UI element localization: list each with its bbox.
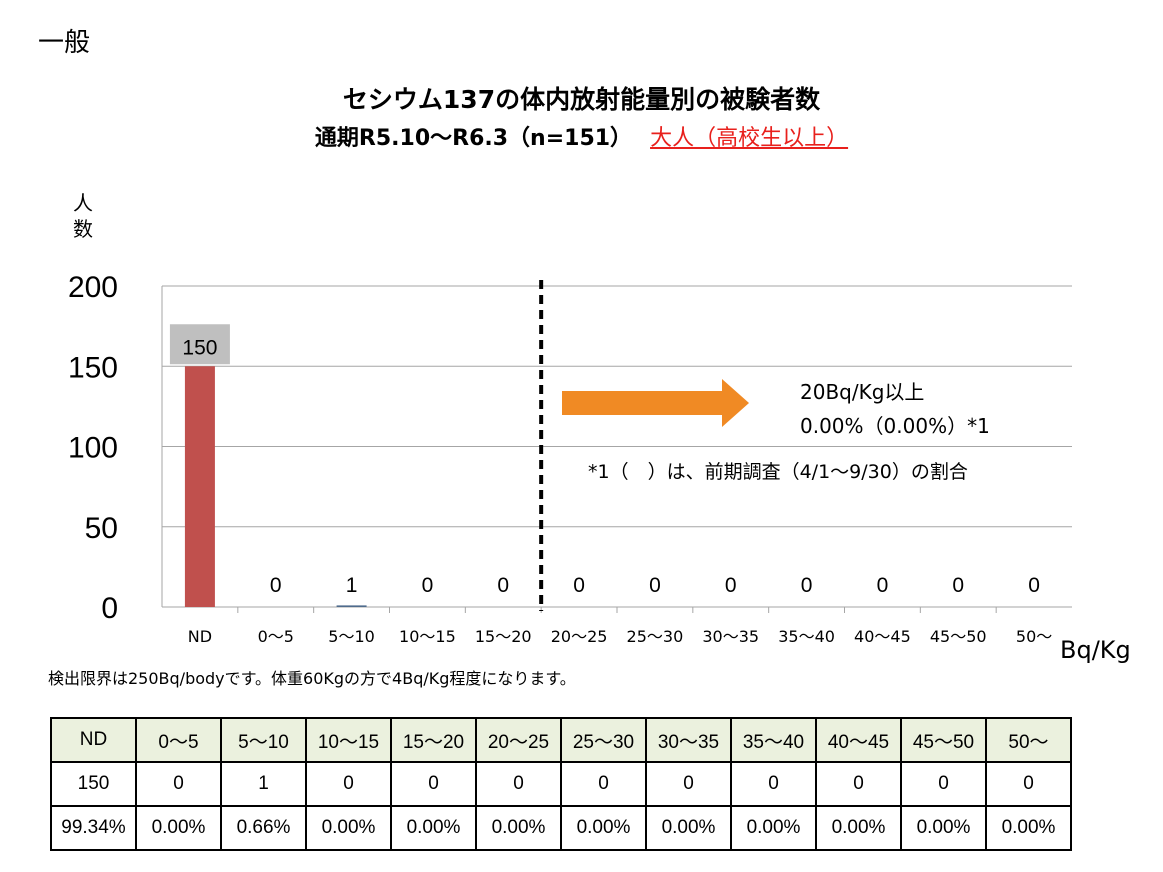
table-count-cell: 0	[900, 761, 987, 807]
table-count-cell: 0	[135, 761, 222, 807]
chart-title: セシウム137の体内放射能量別の被験者数	[342, 85, 821, 114]
x-tick-label: 50〜	[1016, 627, 1052, 646]
bar	[336, 605, 367, 607]
y-tick-label: 100	[68, 432, 118, 465]
table-percentage-cell: 0.00%	[985, 805, 1072, 851]
table-header-cell: 10〜15	[305, 717, 392, 763]
table-count-cell: 0	[985, 761, 1072, 807]
category-label: 一般	[38, 28, 91, 58]
table-header-cell: 40〜45	[815, 717, 902, 763]
table-header-cell: 30〜35	[645, 717, 732, 763]
table-count-cell: 0	[815, 761, 902, 807]
y-tick-label: 0	[101, 592, 118, 625]
table-count-cell: 0	[645, 761, 732, 807]
table-header-cell: 45〜50	[900, 717, 987, 763]
y-tick-label: 200	[68, 271, 118, 304]
table-header-cell: 35〜40	[730, 717, 817, 763]
data-label-background	[169, 324, 230, 365]
data-table: ND 0〜5 5〜10 10〜15 15〜20 20〜25 25〜30 30〜3…	[50, 717, 1072, 851]
data-label: 0	[725, 574, 737, 597]
table-count-row: 150 0 1 0 0 0 0 0 0 0 0 0	[50, 761, 1072, 807]
x-tick-label: 35〜40	[778, 627, 835, 646]
y-tick-label: 50	[85, 512, 118, 545]
footnote: *1（ ）は、前期調査（4/1〜9/30）の割合	[588, 461, 968, 483]
table-percentage-cell: 0.00%	[390, 805, 477, 851]
table-header-cell: 50〜	[985, 717, 1072, 763]
data-label: 0	[649, 574, 661, 597]
x-tick-label: 30〜35	[702, 627, 759, 646]
table-percentage-cell: 0.00%	[645, 805, 732, 851]
table-percentage-cell: 0.66%	[220, 805, 307, 851]
table-header-cell: 0〜5	[135, 717, 222, 763]
table-percentage-cell: 0.00%	[900, 805, 987, 851]
threshold-arrow	[562, 379, 749, 427]
data-label: 0	[1028, 574, 1040, 597]
x-axis-unit-label: Bq/Kg	[1060, 636, 1131, 664]
subtitle-period: 通期R5.10〜R6.3（n=151）	[314, 126, 633, 151]
data-label: 0	[952, 574, 964, 597]
data-label: 0	[573, 574, 585, 597]
x-tick-label: 5〜10	[328, 627, 375, 646]
table-percentage-cell: 0.00%	[135, 805, 222, 851]
y-tick-label: 150	[68, 351, 118, 384]
chart-subtitle: 通期R5.10〜R6.3（n=151） 大人（高校生以上）	[0, 120, 1163, 152]
table-percentage-cell: 99.34%	[50, 805, 137, 851]
x-tick-label: 40〜45	[854, 627, 911, 646]
table-percentage-row: 99.34% 0.00% 0.66% 0.00% 0.00% 0.00% 0.0…	[50, 805, 1072, 851]
detection-limit-note: 検出限界は250Bq/bodyです。体重60Kgの方で4Bq/Kg程度になります…	[48, 669, 576, 688]
table-count-cell: 1	[220, 761, 307, 807]
subtitle-target-group: 大人（高校生以上）	[650, 126, 849, 151]
table-percentage-cell: 0.00%	[305, 805, 392, 851]
data-label: 0	[422, 574, 434, 597]
table-header-cell: 15〜20	[390, 717, 477, 763]
data-label: 0	[270, 574, 282, 597]
bar	[184, 366, 215, 607]
x-tick-label: 15〜20	[475, 627, 532, 646]
table-percentage-cell: 0.00%	[815, 805, 902, 851]
bar-chart: 0 50 100 150 200 150 ND 0 0〜5 1 5〜10 0 10〜15 0 15〜20 0 2…	[68, 271, 1072, 646]
table-header-cell: 20〜25	[475, 717, 562, 763]
data-label: 150	[182, 336, 217, 359]
data-label: 0	[497, 574, 509, 597]
table-percentage-cell: 0.00%	[730, 805, 817, 851]
table-count-cell: 0	[560, 761, 647, 807]
table-percentage-cell: 0.00%	[560, 805, 647, 851]
data-label: 0	[801, 574, 813, 597]
x-tick-label: 45〜50	[930, 627, 987, 646]
table-header-cell: 25〜30	[560, 717, 647, 763]
threshold-callout-value: 0.00%（0.00%）*1	[800, 414, 990, 438]
x-tick-label: 25〜30	[627, 627, 684, 646]
threshold-callout-label: 20Bq/Kg以上	[800, 380, 925, 404]
table-header-row: ND 0〜5 5〜10 10〜15 15〜20 20〜25 25〜30 30〜3…	[50, 717, 1072, 763]
y-axis-label: 人数	[73, 191, 93, 241]
x-tick-label: ND	[188, 627, 212, 646]
x-tick-label: 10〜15	[399, 627, 456, 646]
x-tick-label: 0〜5	[258, 627, 294, 646]
table-header-cell: 5〜10	[220, 717, 307, 763]
x-tick-label: 20〜25	[551, 627, 608, 646]
table-header-cell: ND	[50, 717, 137, 763]
table-count-cell: 150	[50, 761, 137, 807]
table-count-cell: 0	[390, 761, 477, 807]
table-count-cell: 0	[730, 761, 817, 807]
table-count-cell: 0	[305, 761, 392, 807]
data-label: 1	[346, 574, 358, 597]
table-count-cell: 0	[475, 761, 562, 807]
data-label: 0	[877, 574, 889, 597]
table-percentage-cell: 0.00%	[475, 805, 562, 851]
